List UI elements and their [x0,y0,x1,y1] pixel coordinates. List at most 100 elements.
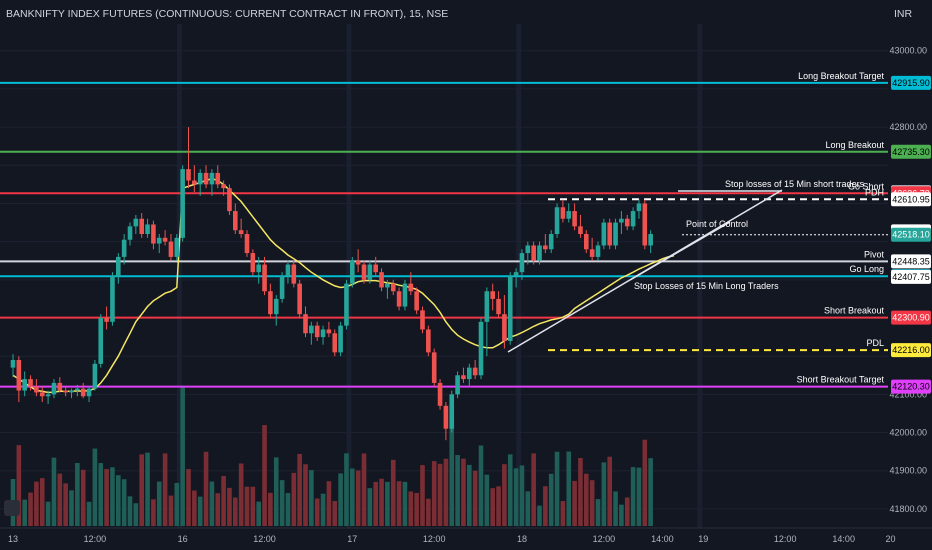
candle-body [268,291,273,315]
candle-body [203,172,209,185]
volume-bar [104,469,109,526]
volume-bar [548,473,554,526]
tv-logo-icon [4,500,20,516]
volume-bar [139,454,144,526]
candle-body [256,264,261,273]
volume-bar [630,467,636,526]
candle-body [572,211,577,227]
volume-bar [69,490,74,526]
level-label: Long Breakout Target [798,71,884,81]
volume-bar [478,445,484,526]
volume-bar [420,465,425,526]
candle-body [10,360,16,368]
volume-bar [484,474,490,526]
level-label: Pivot [864,249,885,259]
candle-body [168,241,174,257]
volume-bar [291,472,297,526]
chart-title: BANKNIFTY INDEX FUTURES (CONTINUOUS: CUR… [6,8,449,20]
candle-body [221,184,226,189]
volume-bar [45,501,51,526]
candle-body [379,272,384,288]
candle-body [648,234,653,246]
volume-bar [133,503,139,526]
price-badge-text: 42610.95 [892,194,930,204]
annotation-stop-long: Stop Losses of 15 Min Long Traders [634,281,779,291]
y-tick-label: 42100.00 [889,389,927,399]
price-badge [891,144,931,159]
volume-bar [262,425,267,526]
volume-bar [116,475,121,526]
candle-body [285,264,291,276]
x-tick-label: 12:00 [593,534,616,544]
volume-bar [63,483,68,526]
candle-body [578,226,583,234]
candle-body [443,405,449,429]
volume-bar [75,463,80,526]
volume-bar [572,480,577,526]
x-tick-label: 12:00 [774,534,797,544]
candle-body [320,329,326,338]
candle-body [326,329,332,334]
volume-bar [174,482,180,526]
price-badge-text: 42300.90 [892,313,930,323]
price-badge-text: 42120.30 [892,382,930,392]
volume-bar [221,475,226,526]
volume-bar [215,493,221,526]
price-badge-text: 42407.75 [892,272,930,282]
candle-body [350,260,355,284]
volume-bar [320,493,326,526]
candle-body [162,237,168,242]
volume-bar [613,491,618,526]
annotation-poc: Point of Control [686,219,748,229]
volume-bar [145,452,150,526]
candle-body [86,388,92,397]
volume-bar [490,488,495,526]
candle-body [69,390,74,393]
candle-body [519,253,525,273]
candle-body [589,249,595,257]
volume-bar [297,453,302,526]
volume-bar [414,492,419,526]
candle-body [507,276,513,341]
volume-bar [338,473,343,526]
volume-bar [507,454,513,526]
volume-bar [28,492,33,526]
volume-bar [584,473,589,526]
annotation-stop-short: Stop losses of 15 Min short traders [725,179,865,189]
candle-body [145,224,150,234]
x-tick-label: 19 [698,534,708,544]
candle-body [139,218,144,234]
candle-body [233,211,238,231]
x-tick-label: 12:00 [84,534,107,544]
candle-body [630,211,636,227]
candle-body [110,276,115,322]
candle-body [560,207,566,219]
volume-bar [332,501,338,526]
candle-body [624,218,630,227]
candle-body [584,234,589,250]
volume-bar [373,481,378,526]
candle-body [39,392,45,397]
y-tick-label: 41800.00 [889,504,927,514]
volume-bar [426,498,431,526]
volume-bar [437,463,443,526]
price-badge [891,254,931,269]
candle-body [355,260,361,265]
candle-body [414,291,419,311]
y-tick-label: 42000.00 [889,428,927,438]
price-badge-text: 42915.90 [892,78,930,88]
volume-bar [256,501,261,526]
volume-bar [595,499,601,526]
volume-bar [455,455,460,526]
volume-bar [121,479,127,526]
volume-bar [566,451,572,526]
candle-body [484,291,490,322]
y-tick-label: 43000.00 [889,46,927,56]
level-label: Go Long [849,264,884,274]
price-badge [891,379,931,394]
candle-body [490,291,495,299]
candle-body [227,188,232,212]
volume-bar [502,464,507,526]
price-badge-text: 42216.00 [892,345,930,355]
